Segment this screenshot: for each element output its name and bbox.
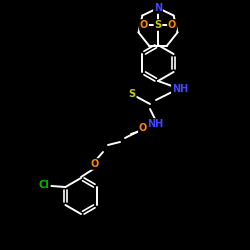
Text: N: N (154, 3, 162, 13)
Text: S: S (154, 20, 162, 30)
Text: O: O (140, 20, 148, 30)
Text: S: S (128, 89, 136, 99)
Text: O: O (139, 123, 147, 133)
Text: O: O (91, 159, 99, 169)
Text: O: O (168, 20, 176, 30)
Text: Cl: Cl (38, 180, 49, 190)
Text: NH: NH (172, 84, 188, 94)
Text: NH: NH (147, 119, 163, 129)
